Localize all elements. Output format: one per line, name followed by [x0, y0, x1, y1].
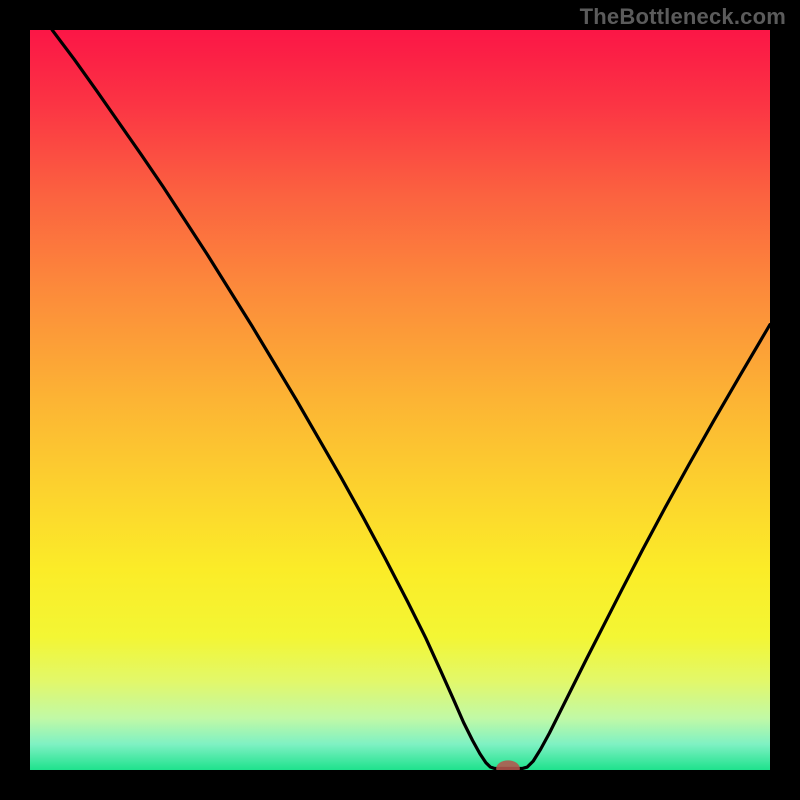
- bottleneck-curve-chart: [30, 30, 770, 770]
- chart-plot-area: [30, 30, 770, 770]
- gradient-background: [30, 30, 770, 770]
- watermark-text: TheBottleneck.com: [580, 4, 786, 30]
